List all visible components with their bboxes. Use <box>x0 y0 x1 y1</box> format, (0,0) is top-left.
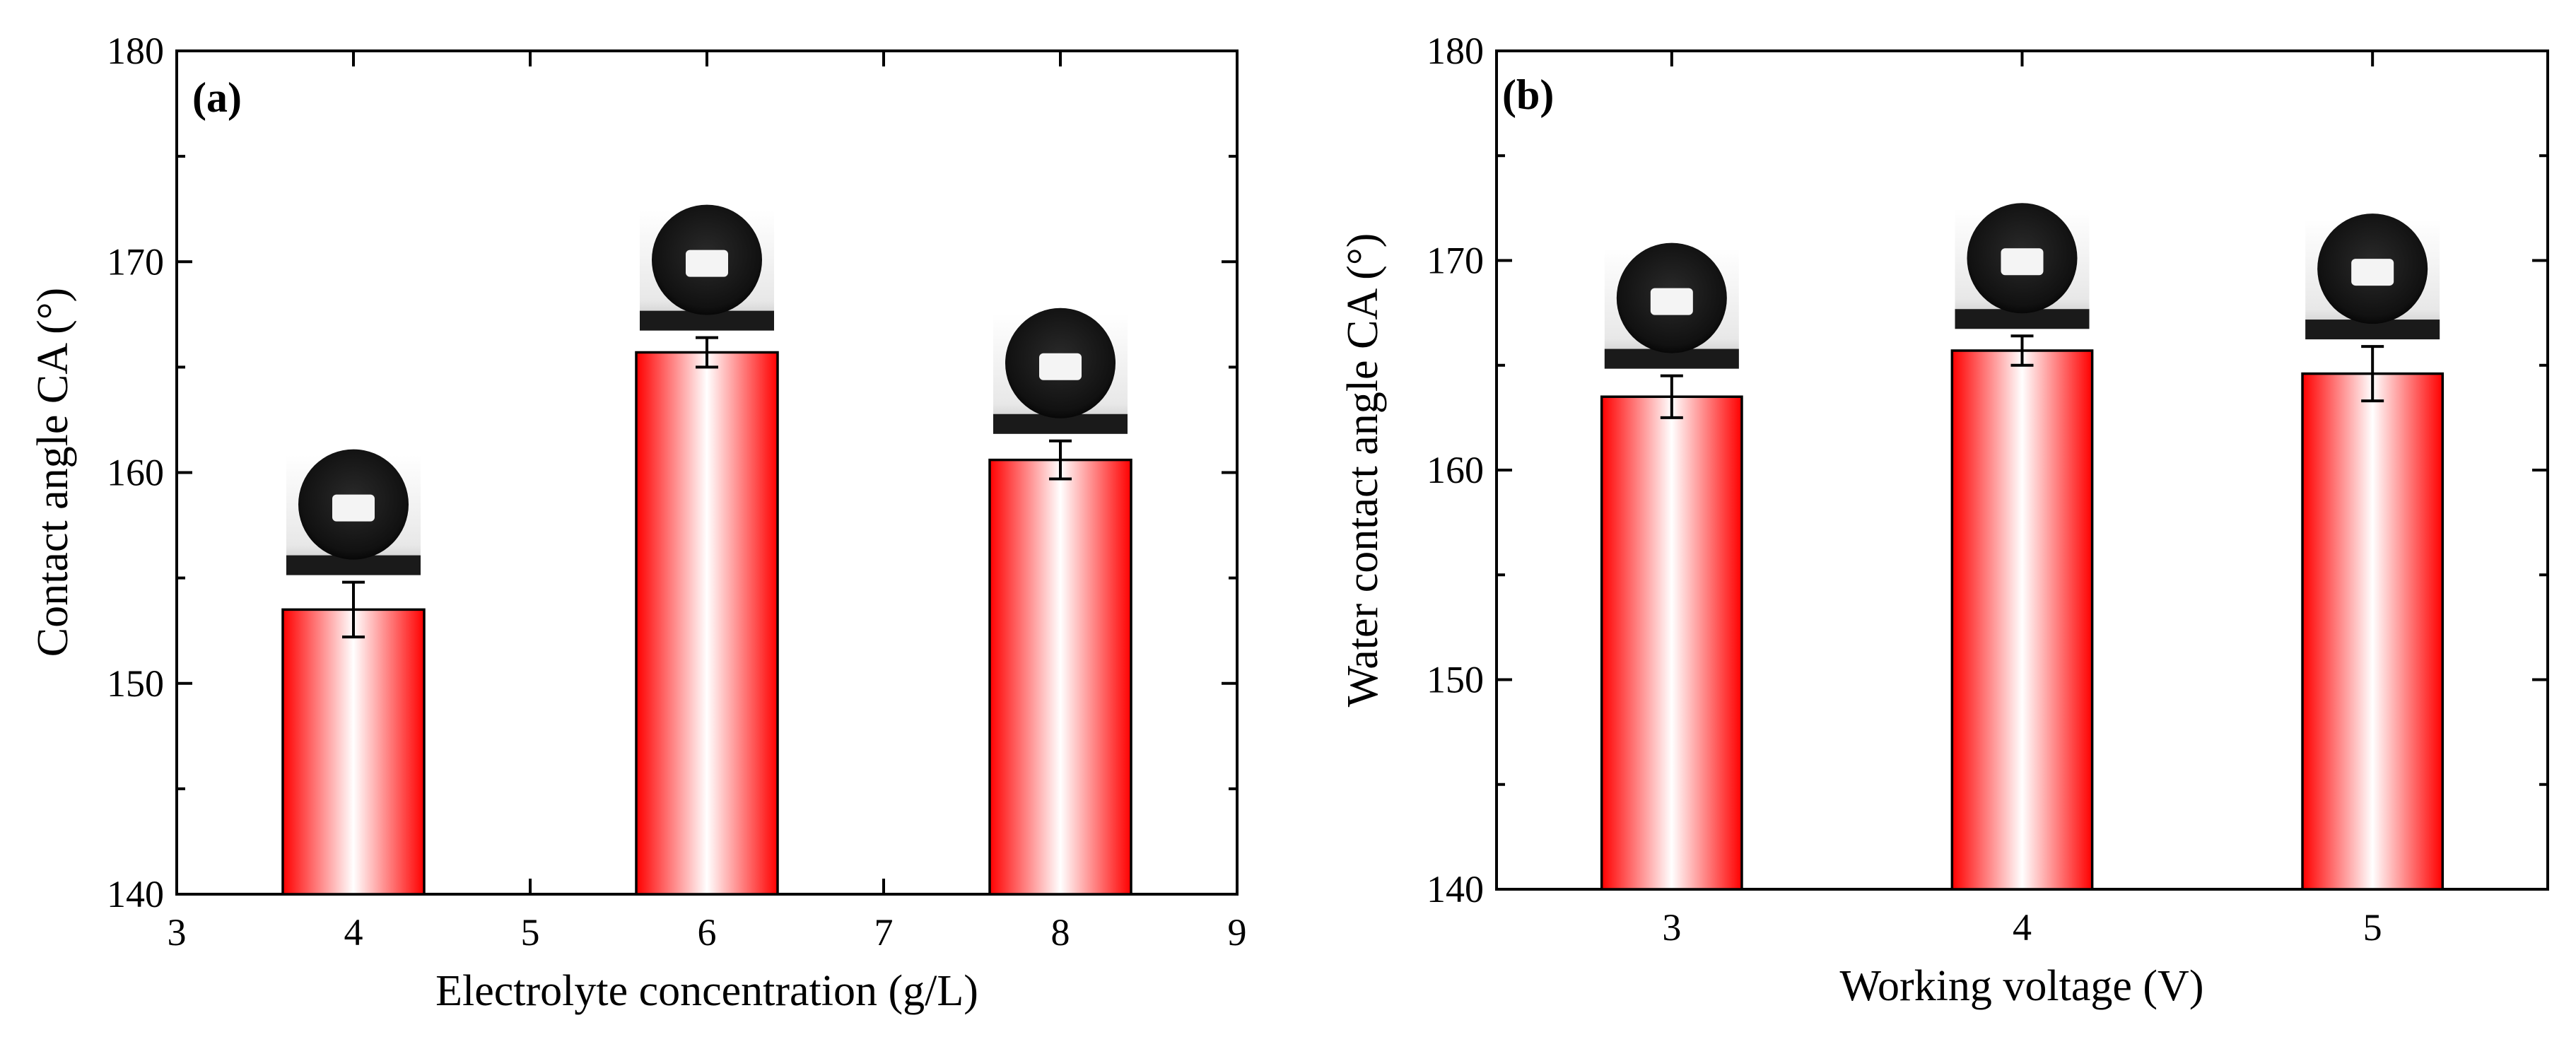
y-tick-label: 170 <box>1427 240 1484 282</box>
droplet-photo <box>1955 203 2090 329</box>
x-axis-title-a: Electrolyte concentration (g/L) <box>435 967 978 1015</box>
x-tick-label: 4 <box>344 911 363 954</box>
bar <box>635 351 779 896</box>
y-tick-label: 140 <box>107 873 164 915</box>
x-tick-label: 4 <box>2013 906 2032 949</box>
panel-label-b: (b) <box>1502 71 1554 118</box>
y-tick-label: 180 <box>1427 30 1484 72</box>
y-axis-title-b: Water contact angle CA (°) <box>1339 233 1387 708</box>
y-tick-label: 170 <box>107 240 164 283</box>
bar <box>1600 395 1743 891</box>
bars-a <box>281 204 1132 896</box>
x-tick-label: 5 <box>2363 906 2382 949</box>
y-tick-label: 160 <box>107 452 164 494</box>
x-tick-label: 7 <box>874 911 894 954</box>
x-tick-label: 8 <box>1051 911 1070 954</box>
y-tick-label: 160 <box>1427 449 1484 491</box>
panel-a: 140 150 160 170 180 3 4 5 6 7 8 9 (a) Electrolyte … <box>29 30 1247 1015</box>
y-tick-label: 150 <box>107 662 164 705</box>
x-tick-label: 3 <box>168 911 187 954</box>
x-tick-label: 5 <box>521 911 540 954</box>
y-tick-label: 140 <box>1427 868 1484 910</box>
y-tick-label: 150 <box>1427 659 1484 701</box>
bars-b <box>1600 203 2445 891</box>
droplet-highlight <box>2351 259 2394 286</box>
droplet-photo <box>993 307 1128 434</box>
droplet-highlight <box>686 250 728 277</box>
droplet-photo <box>2305 213 2440 340</box>
bar <box>281 608 426 896</box>
x-tick-label: 3 <box>1662 906 1681 949</box>
y-tick-label: 180 <box>107 30 164 72</box>
droplet-highlight <box>332 494 375 522</box>
droplet-photo <box>1604 242 1739 369</box>
x-tick-label: 9 <box>1228 911 1247 954</box>
x-tick-label: 6 <box>698 911 717 954</box>
droplet-highlight <box>1039 353 1082 380</box>
droplet-photo <box>286 449 421 575</box>
panel-label-a: (a) <box>192 74 242 121</box>
bar <box>988 458 1132 896</box>
y-axis-b: 140 150 160 170 180 <box>1427 30 2548 910</box>
y-axis-a: 140 150 160 170 180 <box>107 30 1237 915</box>
bar <box>1950 349 2094 891</box>
x-axis-title-b: Working voltage (V) <box>1840 962 2204 1010</box>
bar <box>2301 372 2445 891</box>
y-axis-title-a: Contact angle CA (°) <box>29 288 77 657</box>
droplet-highlight <box>1650 288 1693 315</box>
panel-b: 140 150 160 170 180 3 4 5 (b) Working voltage … <box>1339 30 2549 1010</box>
droplet-photo <box>640 204 774 331</box>
droplet-highlight <box>2001 248 2044 276</box>
